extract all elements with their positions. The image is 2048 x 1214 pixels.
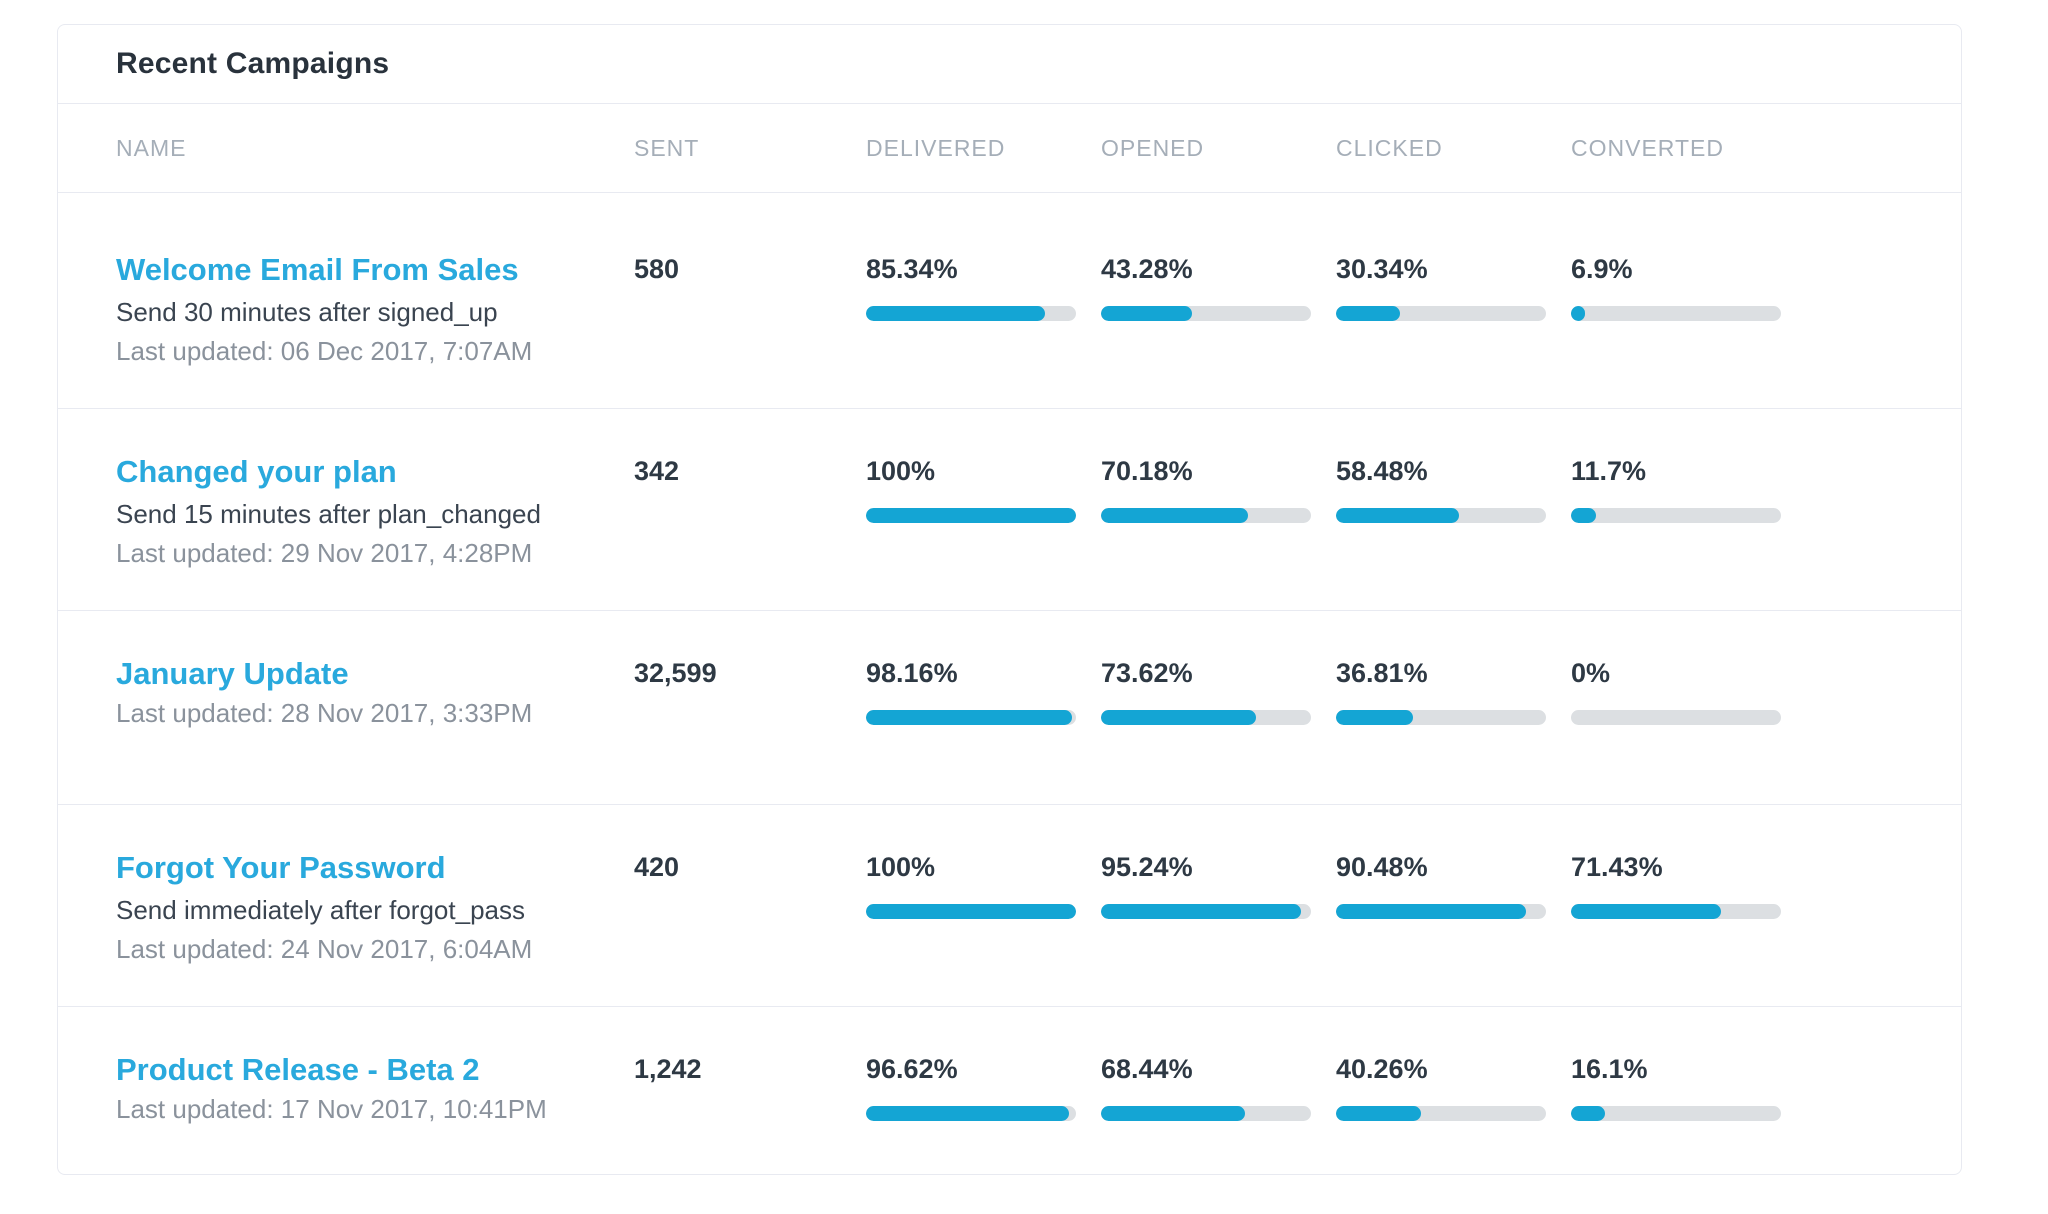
campaign-trigger-text: Send 30 minutes after signed_up <box>116 297 498 327</box>
campaign-rows: Welcome Email From Sales Send 30 minutes… <box>58 193 1961 1174</box>
converted-progress-bar <box>1571 508 1781 523</box>
delivered-cell: 100% <box>866 849 1101 968</box>
column-header-name: NAME <box>116 134 187 161</box>
campaign-row: Changed your plan Send 15 minutes after … <box>58 408 1961 610</box>
column-header-clicked: CLICKED <box>1336 134 1443 161</box>
delivered-progress-bar <box>866 1106 1076 1121</box>
campaign-last-updated: Last updated: 28 Nov 2017, 3:33PM <box>116 698 533 728</box>
column-header-delivered: DELIVERED <box>866 134 1006 161</box>
converted-progress-bar <box>1571 904 1781 919</box>
opened-value: 43.28% <box>1101 254 1193 284</box>
converted-value: 6.9% <box>1571 254 1633 284</box>
campaign-row: Product Release - Beta 2 Last updated: 1… <box>58 1006 1961 1174</box>
converted-cell: 11.7% <box>1571 453 1961 572</box>
converted-value: 11.7% <box>1571 456 1647 486</box>
converted-progress-bar <box>1571 306 1781 321</box>
clicked-progress-bar <box>1336 508 1546 523</box>
delivered-cell: 85.34% <box>866 251 1101 370</box>
column-header-sent: SENT <box>634 134 700 161</box>
delivered-value: 85.34% <box>866 254 958 284</box>
converted-progress-bar <box>1571 1106 1781 1121</box>
sent-value: 580 <box>634 254 680 284</box>
delivered-value: 98.16% <box>866 658 958 688</box>
campaign-last-updated: Last updated: 06 Dec 2017, 7:07AM <box>116 336 533 366</box>
delivered-value: 100% <box>866 852 936 882</box>
name-cell: Product Release - Beta 2 Last updated: 1… <box>116 1051 634 1162</box>
sent-value: 342 <box>634 456 680 486</box>
converted-cell: 6.9% <box>1571 251 1961 370</box>
opened-cell: 68.44% <box>1101 1051 1336 1162</box>
name-cell: Forgot Your Password Send immediately af… <box>116 849 634 968</box>
campaign-row: Forgot Your Password Send immediately af… <box>58 804 1961 1006</box>
name-cell: Welcome Email From Sales Send 30 minutes… <box>116 251 634 370</box>
clicked-cell: 36.81% <box>1336 655 1571 766</box>
opened-progress-bar <box>1101 904 1311 919</box>
clicked-value: 90.48% <box>1336 852 1428 882</box>
campaign-last-updated: Last updated: 17 Nov 2017, 10:41PM <box>116 1094 547 1124</box>
clicked-value: 40.26% <box>1336 1054 1428 1084</box>
delivered-progress-bar <box>866 710 1076 725</box>
campaign-name-link[interactable]: Changed your plan <box>116 454 397 489</box>
clicked-progress-bar <box>1336 710 1546 725</box>
converted-cell: 16.1% <box>1571 1051 1961 1162</box>
campaign-last-updated: Last updated: 24 Nov 2017, 6:04AM <box>116 934 533 964</box>
clicked-cell: 30.34% <box>1336 251 1571 370</box>
delivered-value: 100% <box>866 456 936 486</box>
campaign-trigger-text: Send 15 minutes after plan_changed <box>116 499 541 529</box>
card-header: Recent Campaigns <box>58 25 1961 104</box>
opened-cell: 43.28% <box>1101 251 1336 370</box>
delivered-cell: 98.16% <box>866 655 1101 766</box>
converted-value: 0% <box>1571 658 1611 688</box>
campaign-name-link[interactable]: January Update <box>116 656 349 691</box>
sent-value: 32,599 <box>634 658 717 688</box>
name-cell: Changed your plan Send 15 minutes after … <box>116 453 634 572</box>
delivered-cell: 96.62% <box>866 1051 1101 1162</box>
campaign-name-link[interactable]: Forgot Your Password <box>116 850 446 885</box>
delivered-value: 96.62% <box>866 1054 958 1084</box>
delivered-progress-bar <box>866 508 1076 523</box>
clicked-progress-bar <box>1336 1106 1546 1121</box>
opened-value: 95.24% <box>1101 852 1193 882</box>
clicked-value: 36.81% <box>1336 658 1428 688</box>
clicked-progress-bar <box>1336 306 1546 321</box>
campaign-row: January Update Last updated: 28 Nov 2017… <box>58 610 1961 804</box>
campaign-name-link[interactable]: Welcome Email From Sales <box>116 252 519 287</box>
column-header-opened: OPENED <box>1101 134 1205 161</box>
campaign-trigger-text: Send immediately after forgot_pass <box>116 895 525 925</box>
card-title: Recent Campaigns <box>116 47 390 80</box>
campaign-row: Welcome Email From Sales Send 30 minutes… <box>58 193 1961 408</box>
opened-value: 73.62% <box>1101 658 1193 688</box>
opened-progress-bar <box>1101 306 1311 321</box>
opened-progress-bar <box>1101 710 1311 725</box>
opened-cell: 73.62% <box>1101 655 1336 766</box>
opened-value: 70.18% <box>1101 456 1193 486</box>
clicked-progress-bar <box>1336 904 1546 919</box>
delivered-progress-bar <box>866 306 1076 321</box>
converted-progress-bar <box>1571 710 1781 725</box>
opened-cell: 95.24% <box>1101 849 1336 968</box>
clicked-value: 30.34% <box>1336 254 1428 284</box>
recent-campaigns-card: Recent Campaigns NAME SENT DELIVERED OPE… <box>57 24 1962 1175</box>
opened-progress-bar <box>1101 508 1311 523</box>
clicked-cell: 58.48% <box>1336 453 1571 572</box>
converted-cell: 0% <box>1571 655 1961 766</box>
sent-value: 420 <box>634 852 680 882</box>
delivered-cell: 100% <box>866 453 1101 572</box>
converted-value: 71.43% <box>1571 852 1663 882</box>
opened-progress-bar <box>1101 1106 1311 1121</box>
clicked-cell: 40.26% <box>1336 1051 1571 1162</box>
column-header-converted: CONVERTED <box>1571 134 1724 161</box>
table-column-header: NAME SENT DELIVERED OPENED CLICKED CONVE… <box>58 104 1961 193</box>
name-cell: January Update Last updated: 28 Nov 2017… <box>116 655 634 766</box>
opened-cell: 70.18% <box>1101 453 1336 572</box>
clicked-value: 58.48% <box>1336 456 1428 486</box>
opened-value: 68.44% <box>1101 1054 1193 1084</box>
sent-value: 1,242 <box>634 1054 702 1084</box>
campaign-last-updated: Last updated: 29 Nov 2017, 4:28PM <box>116 538 533 568</box>
clicked-cell: 90.48% <box>1336 849 1571 968</box>
campaign-name-link[interactable]: Product Release - Beta 2 <box>116 1052 480 1087</box>
delivered-progress-bar <box>866 904 1076 919</box>
converted-value: 16.1% <box>1571 1054 1648 1084</box>
converted-cell: 71.43% <box>1571 849 1961 968</box>
